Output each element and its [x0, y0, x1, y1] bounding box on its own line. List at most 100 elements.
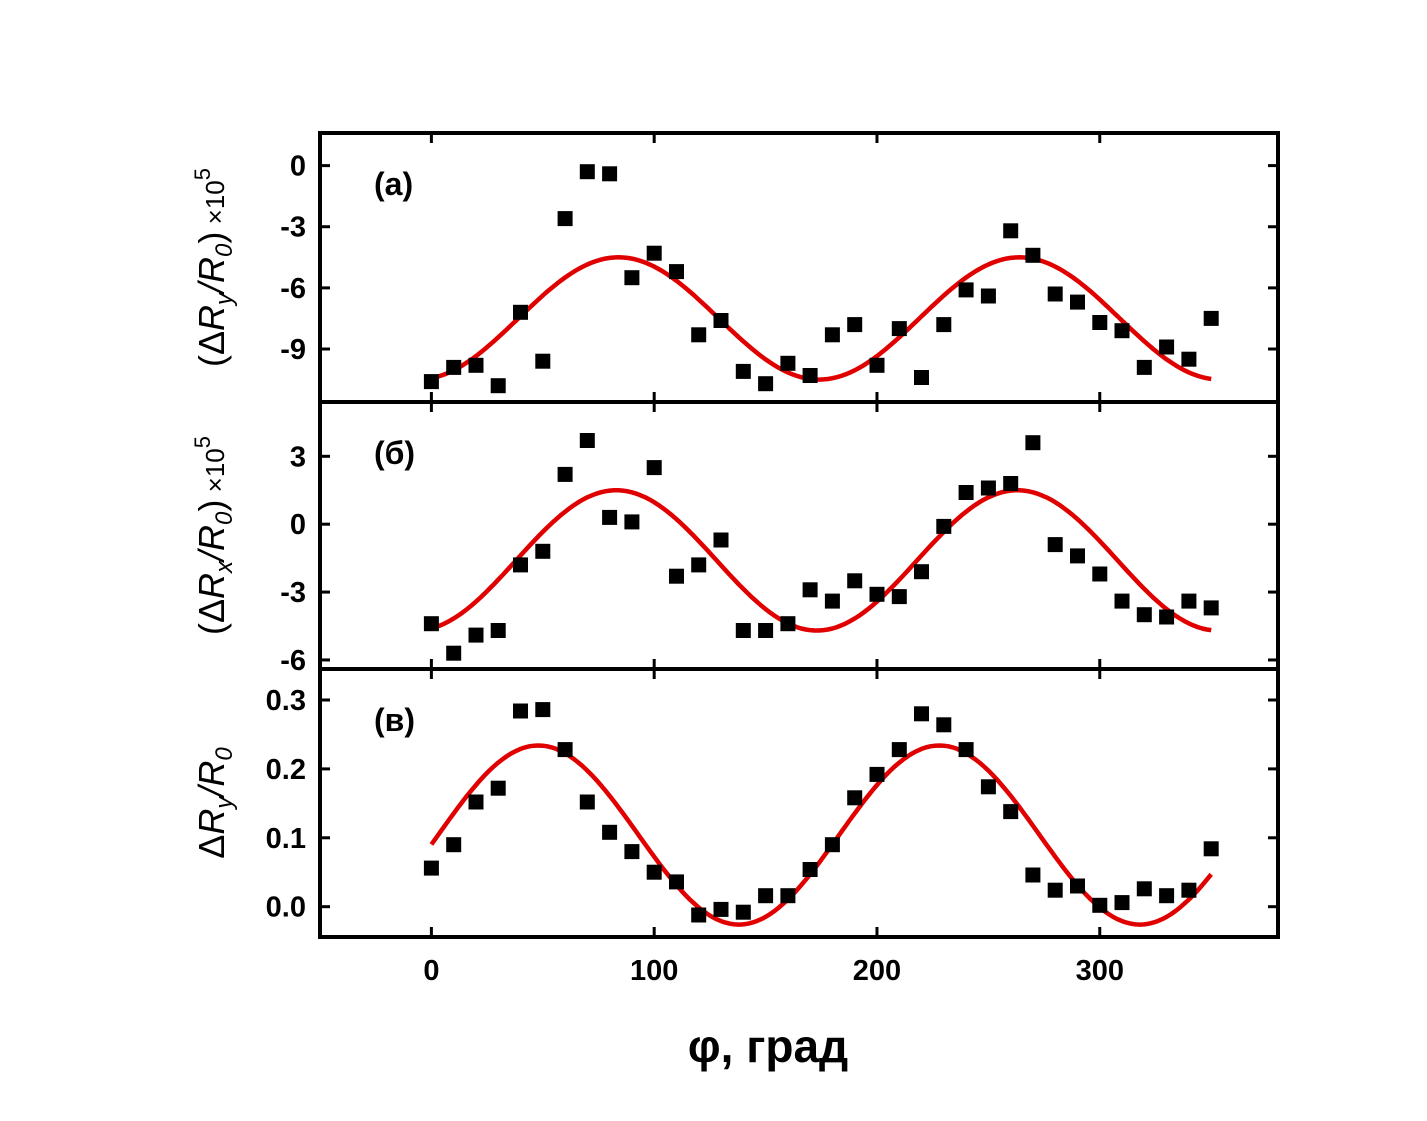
- data-point: [758, 623, 774, 638]
- data-point: [513, 703, 528, 719]
- data-point: [669, 874, 684, 890]
- data-point: [535, 543, 551, 559]
- data-point: [535, 702, 551, 718]
- data-point: [1047, 286, 1063, 302]
- data-point: [624, 514, 640, 530]
- data-point: [1159, 609, 1175, 625]
- data-point: [780, 888, 796, 904]
- data-point: [891, 589, 907, 605]
- fit-curve: [429, 743, 1213, 927]
- data-point: [1159, 888, 1175, 904]
- data-point: [1181, 351, 1197, 367]
- y-tick-label: 0.0: [266, 892, 306, 924]
- data-point: [1136, 607, 1152, 623]
- data-point: [1203, 600, 1219, 616]
- data-point: [758, 888, 774, 904]
- data-point: [914, 370, 929, 385]
- data-point: [579, 164, 595, 180]
- data-point: [1025, 435, 1041, 451]
- data-point: [891, 742, 907, 758]
- data-point: [646, 864, 662, 880]
- data-point: [914, 706, 929, 722]
- data-point: [847, 790, 863, 806]
- data-point: [468, 627, 484, 643]
- data-point: [557, 211, 573, 227]
- data-point: [1114, 323, 1130, 339]
- data-point: [1070, 294, 1085, 310]
- y-axis-title: (ΔRx/R0) ×105: [190, 436, 238, 635]
- data-point: [423, 860, 439, 876]
- data-point: [646, 245, 662, 261]
- panel-label: (в): [374, 702, 415, 738]
- data-point: [958, 282, 974, 298]
- data-point: [824, 327, 840, 343]
- data-point: [1070, 548, 1085, 564]
- panel-label: (б): [374, 435, 415, 471]
- x-axis-title: φ, град: [688, 1020, 849, 1072]
- data-point: [423, 374, 439, 390]
- data-point: [936, 518, 952, 534]
- panel-frame: [318, 667, 1280, 939]
- data-point: [1136, 359, 1152, 375]
- y-tick-label: -6: [280, 645, 306, 677]
- panel-1: 0 -3 -6 -9 (а) (ΔRy/R0) ×105: [190, 131, 1280, 404]
- data-point: [914, 564, 929, 580]
- x-tick-label: 0: [423, 955, 439, 987]
- data-point: [1159, 339, 1175, 355]
- data-point: [1092, 315, 1108, 330]
- data-point: [468, 357, 484, 373]
- data-point: [891, 321, 907, 337]
- data-point: [780, 616, 796, 632]
- data-point: [579, 794, 595, 810]
- data-point: [824, 837, 840, 853]
- data-point: [1047, 882, 1063, 898]
- y-tick-label: 0.1: [266, 823, 306, 855]
- data-point: [802, 582, 818, 598]
- data-point: [1003, 804, 1019, 820]
- data-point: [602, 509, 618, 525]
- data-point: [847, 573, 863, 589]
- data-point: [1003, 223, 1019, 239]
- data-point: [691, 327, 707, 343]
- data-point: [1136, 881, 1152, 897]
- data-point: [958, 485, 974, 500]
- x-tick-label: 300: [1076, 955, 1124, 987]
- data-point: [1092, 897, 1108, 913]
- data-point: [513, 304, 528, 320]
- data-point: [557, 742, 573, 758]
- data-point: [579, 433, 595, 448]
- data-point: [980, 779, 996, 795]
- data-point: [802, 368, 818, 383]
- y-tick-label: -3: [280, 577, 306, 609]
- data-point: [423, 616, 439, 632]
- data-point: [513, 557, 528, 573]
- panel-frame: [318, 131, 1280, 404]
- x-axis: 0 100 200 300: [423, 955, 1124, 987]
- data-point: [1181, 593, 1197, 609]
- y-tick-label: 0: [290, 509, 306, 541]
- panel-3: 0.3 0.2 0.1 0.0 (в) ΔRy/R0: [191, 667, 1280, 939]
- data-point: [1181, 882, 1197, 898]
- fit-curve: [430, 488, 1212, 633]
- data-point: [490, 623, 506, 638]
- panel-2: 3 0 -3 -6 (б) (ΔRx/R0) ×105: [190, 400, 1280, 677]
- data-point: [490, 378, 506, 394]
- y-tick-label: 0: [290, 151, 306, 183]
- data-point: [446, 359, 462, 375]
- data-point: [1025, 867, 1041, 883]
- data-point: [735, 904, 751, 920]
- data-point: [869, 586, 885, 602]
- y-tick-label: 3: [290, 441, 306, 473]
- data-point: [446, 645, 462, 661]
- y-axis-title: (ΔRy/R0) ×105: [190, 168, 238, 367]
- y-tick-label: -3: [280, 212, 306, 244]
- panels: 0 -3 -6 -9 (а) (ΔRy/R0) ×105 3 0 -3 -6 (б) (ΔRx/R0)…: [190, 131, 1280, 939]
- data-point: [691, 557, 707, 573]
- panel-label: (а): [374, 166, 413, 202]
- data-point: [1092, 566, 1108, 582]
- data-point: [669, 568, 684, 584]
- data-point: [624, 844, 640, 860]
- data-point: [980, 288, 996, 304]
- data-point: [1047, 537, 1063, 553]
